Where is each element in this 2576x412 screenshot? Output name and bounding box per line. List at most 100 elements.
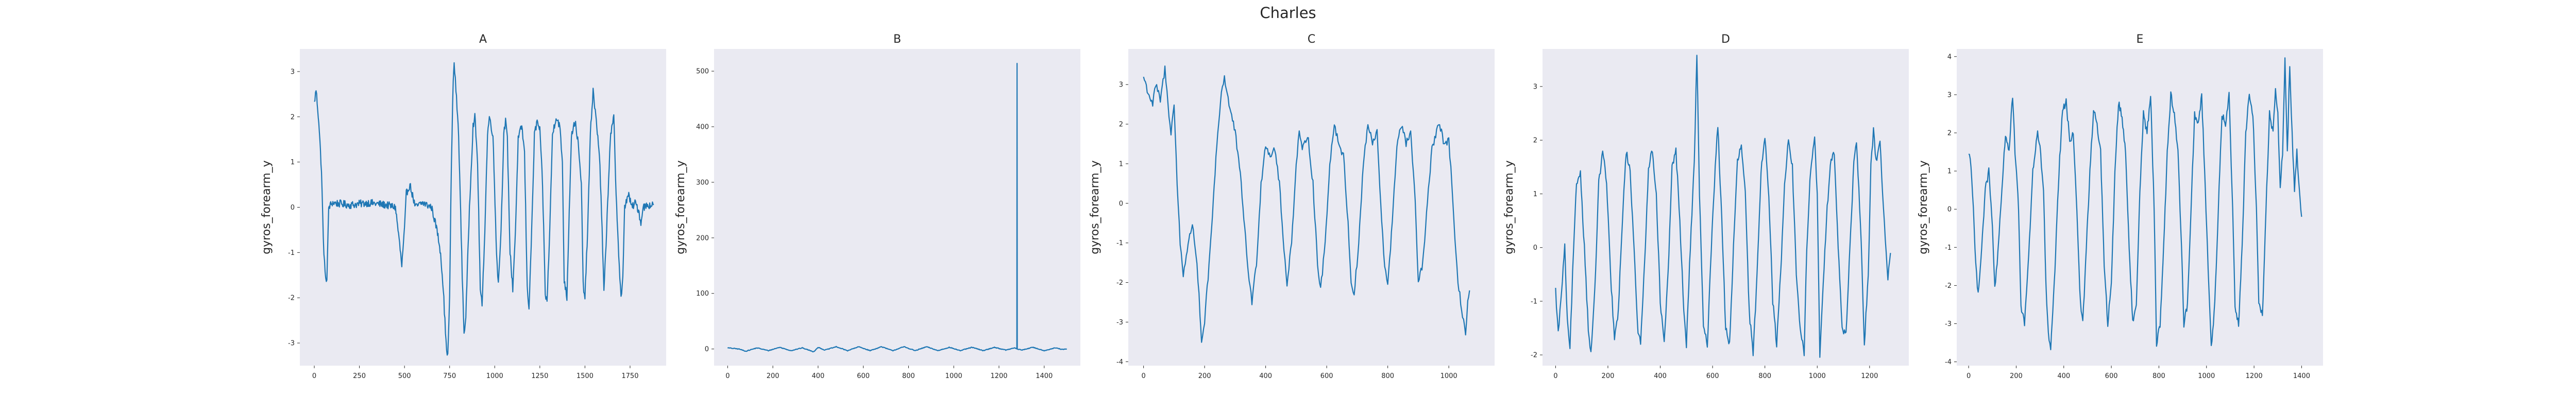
y-tick-label: 0 xyxy=(1533,244,1537,252)
y-tick-label: -2 xyxy=(1945,282,1952,290)
x-tick-label: 750 xyxy=(443,372,456,380)
x-tick-label: 1000 xyxy=(2198,372,2215,380)
series-line xyxy=(1143,65,1470,343)
x-tick-label: 1000 xyxy=(945,372,962,380)
x-tick-label: 1200 xyxy=(2246,372,2263,380)
panel-title: A xyxy=(479,33,487,46)
y-tick-label: 1 xyxy=(1533,191,1537,198)
y-tick-label: -2 xyxy=(288,295,295,302)
y-tick-label: 2 xyxy=(1119,121,1123,129)
x-tick-label: 1000 xyxy=(1809,372,1826,380)
x-tick-label: 600 xyxy=(1320,372,1333,380)
x-tick-label: 0 xyxy=(1967,372,1971,380)
y-axis-label: gyros_forearm_y xyxy=(1917,160,1930,254)
panel-title: C xyxy=(1308,33,1315,46)
plot-area xyxy=(1128,49,1495,366)
y-tick-label: -1 xyxy=(1945,244,1952,252)
plot-area xyxy=(714,49,1080,366)
chart-panel-c: 0 200 400 600 800 1000 -4 -3 -2 -1 0 1 2 3 Cgyros_fore… xyxy=(1089,33,1495,380)
x-tick-label: 200 xyxy=(1198,372,1211,380)
x-tick-label: 1000 xyxy=(486,372,503,380)
x-tick-label: 0 xyxy=(312,372,316,380)
x-tick-label: 0 xyxy=(1141,372,1145,380)
plot-area xyxy=(1543,49,1909,366)
x-tick-label: 500 xyxy=(398,372,411,380)
y-tick-label: -1 xyxy=(1116,239,1123,247)
x-tick-label: 600 xyxy=(2105,372,2118,380)
x-tick-label: 400 xyxy=(811,372,824,380)
series-line xyxy=(727,63,1067,353)
x-tick-label: 0 xyxy=(1553,372,1557,380)
y-axis-label: gyros_forearm_y xyxy=(1503,160,1516,254)
plot-area xyxy=(300,49,666,366)
chart-panel-d: 0 200 400 600 800 1000 1200 -2 -1 0 1 2 3 Dgyros_fore… xyxy=(1503,33,1909,380)
x-tick-label: 400 xyxy=(2057,372,2070,380)
y-axis-label: gyros_forearm_y xyxy=(1089,160,1101,254)
x-tick-label: 200 xyxy=(2010,372,2023,380)
x-tick-label: 600 xyxy=(857,372,870,380)
x-tick-label: 1250 xyxy=(531,372,548,380)
y-tick-label: 0 xyxy=(1119,200,1123,208)
y-tick-label: 100 xyxy=(696,290,709,298)
y-tick-label: 3 xyxy=(291,68,295,76)
panel-title: E xyxy=(2137,33,2144,46)
x-tick-label: 800 xyxy=(902,372,915,380)
y-tick-label: 1 xyxy=(291,159,295,166)
x-tick-label: 1200 xyxy=(990,372,1007,380)
y-tick-label: -4 xyxy=(1116,358,1123,366)
y-axis-label: gyros_forearm_y xyxy=(674,160,687,254)
x-tick-label: 1400 xyxy=(1036,372,1053,380)
y-tick-label: 500 xyxy=(696,68,709,76)
y-tick-label: 2 xyxy=(1533,137,1537,145)
y-tick-label: 0 xyxy=(1947,206,1952,214)
y-tick-label: 1 xyxy=(1119,160,1123,168)
y-tick-label: 0 xyxy=(291,204,295,212)
x-tick-label: 1750 xyxy=(621,372,638,380)
x-tick-label: 0 xyxy=(725,372,730,380)
y-tick-label: 4 xyxy=(1947,53,1952,61)
series-line xyxy=(1555,55,1891,358)
series-line xyxy=(1968,57,2302,351)
y-tick-label: 2 xyxy=(1947,130,1952,138)
y-tick-label: 300 xyxy=(696,179,709,186)
y-tick-label: 0 xyxy=(705,346,709,353)
y-tick-label: 3 xyxy=(1947,91,1952,99)
chart-panel-b: 0 200 400 600 800 1000 1200 1400 0 100 200 300 400 50… xyxy=(674,33,1080,380)
y-tick-label: 3 xyxy=(1533,83,1537,91)
x-tick-label: 200 xyxy=(767,372,779,380)
y-tick-label: 3 xyxy=(1119,81,1123,89)
x-tick-label: 250 xyxy=(353,372,366,380)
x-tick-label: 1200 xyxy=(1861,372,1878,380)
y-tick-label: 1 xyxy=(1947,168,1952,176)
series-line xyxy=(314,62,654,356)
y-tick-label: -3 xyxy=(1116,319,1123,327)
chart-panel-a: 0 250 500 750 1000 1250 1500 1750 -3 -2 -1 0 1 2 3 Agyr… xyxy=(260,33,666,380)
x-tick-label: 800 xyxy=(1381,372,1394,380)
y-tick-label: -2 xyxy=(1531,352,1537,359)
panel-title: D xyxy=(1721,33,1730,46)
y-tick-label: 200 xyxy=(696,234,709,242)
y-tick-label: 400 xyxy=(696,124,709,131)
y-tick-label: -3 xyxy=(1945,320,1952,328)
x-tick-label: 400 xyxy=(1259,372,1272,380)
x-tick-label: 400 xyxy=(1654,372,1667,380)
y-tick-label: -4 xyxy=(1945,358,1952,366)
y-tick-label: -2 xyxy=(1116,279,1123,287)
y-tick-label: -1 xyxy=(288,249,295,257)
x-tick-label: 1000 xyxy=(1440,372,1458,380)
panel-title: B xyxy=(893,33,901,46)
y-tick-label: 2 xyxy=(291,113,295,121)
x-tick-label: 800 xyxy=(2153,372,2165,380)
x-tick-label: 1400 xyxy=(2293,372,2310,380)
figure-title: Charles xyxy=(1260,4,1316,22)
x-tick-label: 200 xyxy=(1602,372,1615,380)
x-tick-label: 600 xyxy=(1706,372,1719,380)
x-tick-label: 1500 xyxy=(577,372,594,380)
y-axis-label: gyros_forearm_y xyxy=(260,160,273,254)
x-tick-label: 800 xyxy=(1758,372,1771,380)
chart-panel-e: 0 200 400 600 800 1000 1200 1400 -4 -3 -2 -1 0 1 2 3 4 Eg… xyxy=(1917,33,2323,380)
y-tick-label: -1 xyxy=(1531,298,1537,305)
y-tick-label: -3 xyxy=(288,340,295,348)
